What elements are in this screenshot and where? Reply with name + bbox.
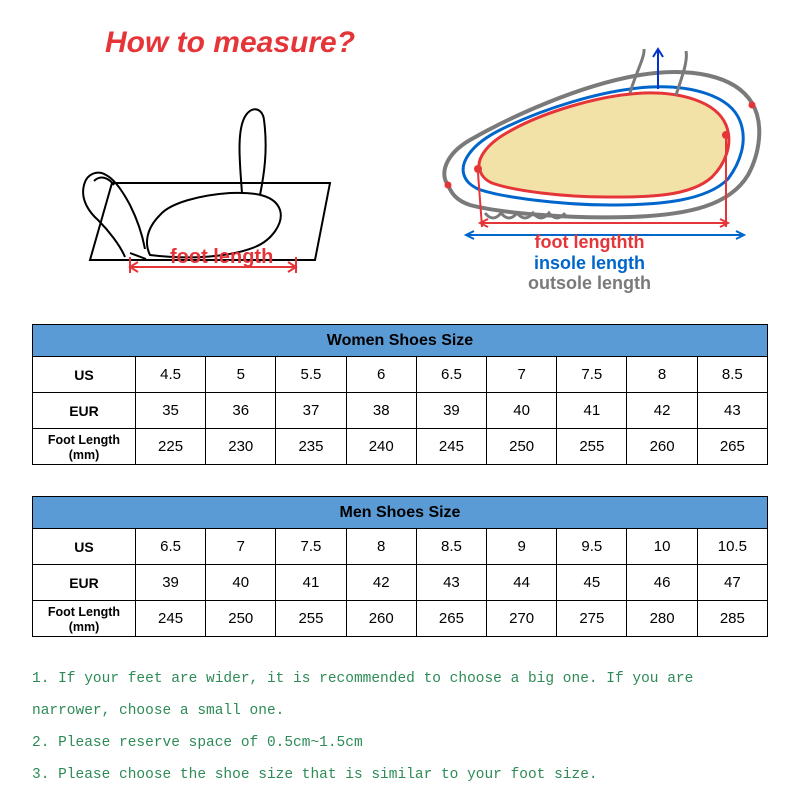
women-cell: 8 [627, 357, 697, 393]
men-size-table: Men Shoes SizeUS6.577.588.599.51010.5 EUR… [32, 496, 768, 637]
men-cell: 245 [135, 601, 205, 637]
men-cell: 40 [206, 565, 276, 601]
note-2: 2. Please reserve space of 0.5cm~1.5cm [32, 728, 772, 760]
women-cell: 8.5 [697, 357, 767, 393]
women-cell: 6 [346, 357, 416, 393]
women-header: Women Shoes Size [33, 325, 768, 357]
men-cell: 8 [346, 529, 416, 565]
women-cell: 235 [276, 429, 346, 465]
note-1: 1. If your feet are wider, it is recomme… [32, 664, 772, 728]
men-cell: 10 [627, 529, 697, 565]
men-cell: 10.5 [697, 529, 767, 565]
men-cell: 275 [557, 601, 627, 637]
men-cell: 41 [276, 565, 346, 601]
men-cell: 39 [135, 565, 205, 601]
men-cell: 9 [487, 529, 557, 565]
men-cell: 47 [697, 565, 767, 601]
women-cell: 5 [206, 357, 276, 393]
women-cell: 255 [557, 429, 627, 465]
women-cell: 43 [697, 393, 767, 429]
men-cell: 270 [487, 601, 557, 637]
women-cell: 245 [416, 429, 486, 465]
foot-trace-diagram [50, 65, 350, 275]
men-row-0-label: US [33, 529, 136, 565]
men-cell: 250 [206, 601, 276, 637]
women-cell: 42 [627, 393, 697, 429]
outsole-length-text: outsole length [528, 273, 651, 294]
men-cell: 280 [627, 601, 697, 637]
men-cell: 255 [276, 601, 346, 637]
women-cell: 250 [487, 429, 557, 465]
men-cell: 43 [416, 565, 486, 601]
women-cell: 4.5 [135, 357, 205, 393]
page-title: How to measure? [105, 26, 355, 60]
women-cell: 35 [135, 393, 205, 429]
women-row-2-label: Foot Length(mm) [33, 429, 136, 465]
women-cell: 7.5 [557, 357, 627, 393]
men-cell: 7 [206, 529, 276, 565]
men-cell: 8.5 [416, 529, 486, 565]
foot-length-text: foot lengthth [528, 232, 651, 253]
shoe-length-labels: foot lengthth insole length outsole leng… [528, 232, 651, 294]
men-cell: 44 [487, 565, 557, 601]
women-size-table: Women Shoes SizeUS4.555.566.577.588.5 EUR… [32, 324, 768, 465]
men-cell: 265 [416, 601, 486, 637]
women-cell: 5.5 [276, 357, 346, 393]
women-cell: 38 [346, 393, 416, 429]
insole-length-text: insole length [528, 253, 651, 274]
sizing-notes: 1. If your feet are wider, it is recomme… [32, 664, 772, 792]
women-cell: 230 [206, 429, 276, 465]
men-cell: 285 [697, 601, 767, 637]
men-cell: 260 [346, 601, 416, 637]
women-cell: 225 [135, 429, 205, 465]
women-row-0-label: US [33, 357, 136, 393]
note-3: 3. Please choose the shoe size that is s… [32, 760, 772, 792]
women-cell: 41 [557, 393, 627, 429]
men-cell: 46 [627, 565, 697, 601]
women-cell: 36 [206, 393, 276, 429]
men-cell: 9.5 [557, 529, 627, 565]
men-header: Men Shoes Size [33, 497, 768, 529]
women-cell: 37 [276, 393, 346, 429]
men-row-1-label: EUR [33, 565, 136, 601]
women-cell: 39 [416, 393, 486, 429]
women-cell: 7 [487, 357, 557, 393]
foot-length-label: foot length [170, 246, 273, 269]
women-cell: 6.5 [416, 357, 486, 393]
men-cell: 7.5 [276, 529, 346, 565]
women-cell: 240 [346, 429, 416, 465]
men-cell: 42 [346, 565, 416, 601]
women-cell: 265 [697, 429, 767, 465]
men-row-2-label: Foot Length(mm) [33, 601, 136, 637]
women-row-1-label: EUR [33, 393, 136, 429]
women-cell: 40 [487, 393, 557, 429]
women-cell: 260 [627, 429, 697, 465]
men-cell: 6.5 [135, 529, 205, 565]
men-cell: 45 [557, 565, 627, 601]
